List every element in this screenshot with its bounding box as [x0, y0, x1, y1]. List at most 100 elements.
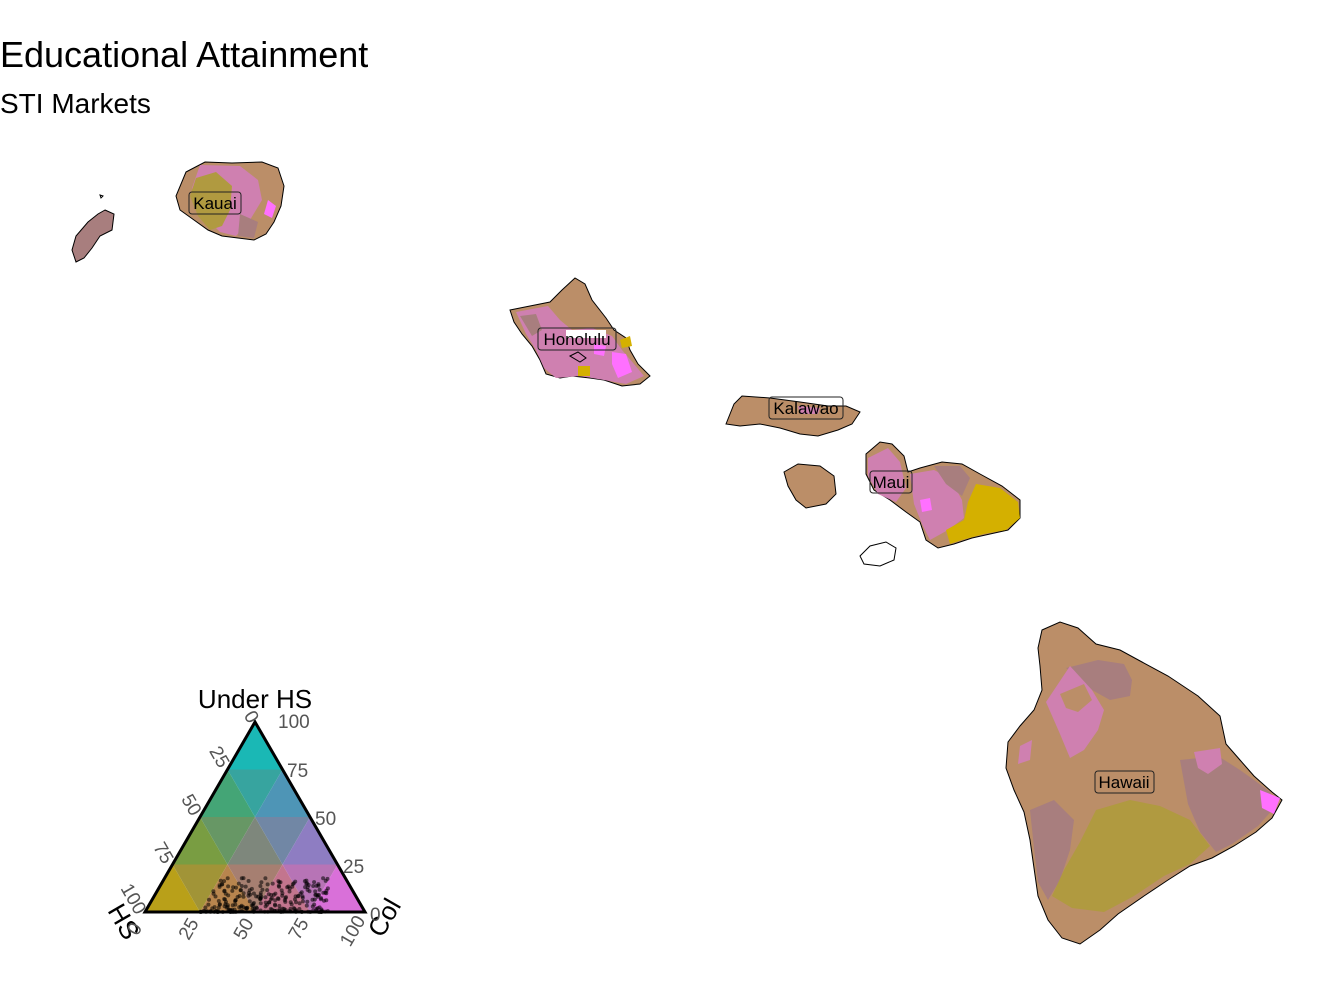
ternary-point — [265, 888, 270, 893]
ternary-point — [282, 906, 287, 911]
ternary-point — [251, 891, 256, 896]
ternary-point — [307, 889, 312, 894]
ternary-point — [297, 907, 302, 911]
ternary-point — [225, 876, 230, 881]
ternary-point — [265, 882, 270, 887]
ternary-cell-3 — [227, 864, 283, 912]
map-subtitle: STI Markets — [0, 88, 151, 119]
tick-bottom-25: 25 — [175, 915, 204, 944]
ternary-point — [218, 878, 223, 883]
ternary-point — [280, 893, 285, 898]
ternary-point — [241, 894, 246, 899]
ternary-point — [278, 880, 283, 885]
ternary-legend: Under HS HS Col 100 75 50 25 0 0 25 50 7… — [102, 684, 407, 950]
ternary-point — [283, 899, 288, 904]
ternary-point — [269, 893, 274, 897]
ternary-point — [313, 889, 318, 894]
ternary-point — [310, 897, 315, 902]
ternary-point — [203, 905, 208, 910]
ternary-cell-12 — [200, 769, 255, 817]
market-labels: Kauai Honolulu Kalawao Maui Hawaii — [188, 191, 1155, 794]
ternary-point — [277, 903, 282, 908]
ternary-point — [324, 891, 329, 896]
ternary-point — [239, 876, 244, 881]
ternary-point — [273, 898, 278, 903]
ternary-point — [245, 905, 250, 910]
ternary-point — [236, 881, 241, 886]
ternary-point — [233, 899, 237, 904]
ternary-point — [273, 903, 278, 908]
ternary-point — [304, 903, 309, 908]
ternary-point — [216, 905, 221, 910]
ternary-point — [301, 899, 305, 904]
ternary-cell-10 — [255, 817, 310, 865]
market-name-hawaii: Hawaii — [1098, 773, 1149, 792]
ternary-point — [323, 878, 328, 883]
ternary-point — [269, 896, 274, 901]
ternary-point — [216, 899, 221, 903]
ternary-point — [300, 894, 305, 899]
ternary-axis-col: Col — [361, 893, 406, 942]
ternary-point — [226, 884, 231, 889]
ternary-point — [246, 893, 251, 898]
ternary-point — [222, 888, 227, 893]
ternary-point — [207, 897, 211, 902]
ternary-point — [325, 886, 330, 891]
ternary-point — [312, 880, 317, 885]
ternary-point — [279, 888, 284, 893]
ternary-point — [258, 901, 263, 906]
tick-right-75: 75 — [287, 761, 308, 782]
ternary-point — [318, 897, 323, 902]
ternary-point — [297, 901, 302, 906]
ternary-cell-5 — [282, 864, 338, 912]
tick-right-25: 25 — [343, 857, 364, 878]
ternary-point — [277, 884, 282, 889]
island-kauai — [175, 161, 285, 241]
ternary-point — [263, 876, 268, 881]
island-lanai — [783, 463, 837, 509]
island-oahu — [509, 277, 651, 387]
ternary-point — [321, 876, 326, 881]
ternary-point — [233, 902, 238, 907]
market-label-honolulu: Honolulu — [537, 327, 617, 351]
ternary-point — [273, 891, 278, 896]
ternary-point — [224, 900, 228, 904]
ternary-point — [210, 906, 215, 911]
ternary-point — [239, 884, 244, 888]
ternary-point — [246, 879, 251, 883]
ternary-point — [258, 897, 263, 902]
ternary-point — [295, 894, 300, 899]
tick-right-50: 50 — [315, 809, 336, 830]
ternary-point — [277, 907, 282, 912]
ternary-point — [317, 887, 322, 892]
ternary-point — [276, 896, 280, 901]
ternary-point — [235, 895, 240, 899]
market-label-kauai: Kauai — [188, 191, 242, 215]
ternary-point — [222, 897, 227, 901]
island-molokai — [725, 395, 861, 437]
tick-bottom-75: 75 — [285, 915, 314, 944]
ternary-point — [316, 883, 321, 888]
ternary-point — [286, 884, 291, 889]
ternary-point — [224, 905, 229, 910]
market-name-maui: Maui — [873, 473, 910, 492]
ternary-point — [247, 888, 252, 893]
ternary-point — [206, 902, 211, 907]
ternary-cell-13 — [227, 769, 283, 817]
market-label-maui: Maui — [869, 470, 913, 494]
ternary-point — [231, 885, 236, 890]
tick-bottom-50: 50 — [230, 915, 259, 944]
ternary-point — [238, 888, 243, 893]
ternary-point — [305, 885, 310, 890]
ternary-point — [263, 904, 268, 909]
ternary-point — [254, 894, 259, 899]
ternary-cell-9 — [227, 817, 283, 865]
ternary-point — [239, 903, 244, 908]
market-name-kalawao: Kalawao — [773, 399, 838, 418]
ternary-point — [311, 884, 316, 888]
ternary-point — [324, 898, 329, 903]
ternary-point — [312, 902, 317, 907]
ternary-cell-14 — [255, 769, 310, 817]
tick-right-0: 0 — [370, 905, 381, 926]
ternary-point — [260, 887, 265, 892]
